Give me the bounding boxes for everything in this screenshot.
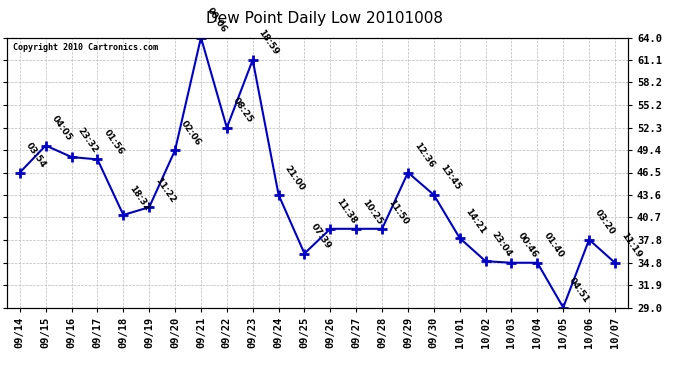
- Text: 03:54: 03:54: [24, 141, 48, 170]
- Text: 18:32: 18:32: [128, 183, 151, 212]
- Text: 23:32: 23:32: [76, 126, 99, 154]
- Text: 11:38: 11:38: [335, 197, 358, 226]
- Text: Dew Point Daily Low 20101008: Dew Point Daily Low 20101008: [206, 11, 443, 26]
- Text: 04:05: 04:05: [50, 114, 74, 143]
- Text: 00:06: 00:06: [205, 6, 228, 35]
- Text: 23:04: 23:04: [490, 230, 513, 258]
- Text: 07:39: 07:39: [308, 222, 333, 251]
- Text: 00:46: 00:46: [515, 231, 540, 260]
- Text: 10:25: 10:25: [360, 198, 384, 226]
- Text: 02:06: 02:06: [179, 119, 203, 147]
- Text: 18:59: 18:59: [257, 28, 281, 57]
- Text: 01:56: 01:56: [101, 128, 126, 157]
- Text: 01:40: 01:40: [542, 231, 565, 260]
- Text: 11:22: 11:22: [153, 176, 177, 204]
- Text: 21:00: 21:00: [283, 164, 306, 192]
- Text: Copyright 2010 Cartronics.com: Copyright 2010 Cartronics.com: [13, 43, 158, 52]
- Text: 08:25: 08:25: [231, 96, 255, 125]
- Text: 03:20: 03:20: [593, 209, 617, 237]
- Text: 14:21: 14:21: [464, 207, 488, 235]
- Text: 11:50: 11:50: [386, 198, 410, 226]
- Text: 11:19: 11:19: [619, 231, 643, 260]
- Text: 12:36: 12:36: [412, 141, 436, 170]
- Text: 04:51: 04:51: [567, 276, 591, 305]
- Text: 13:45: 13:45: [438, 164, 462, 192]
